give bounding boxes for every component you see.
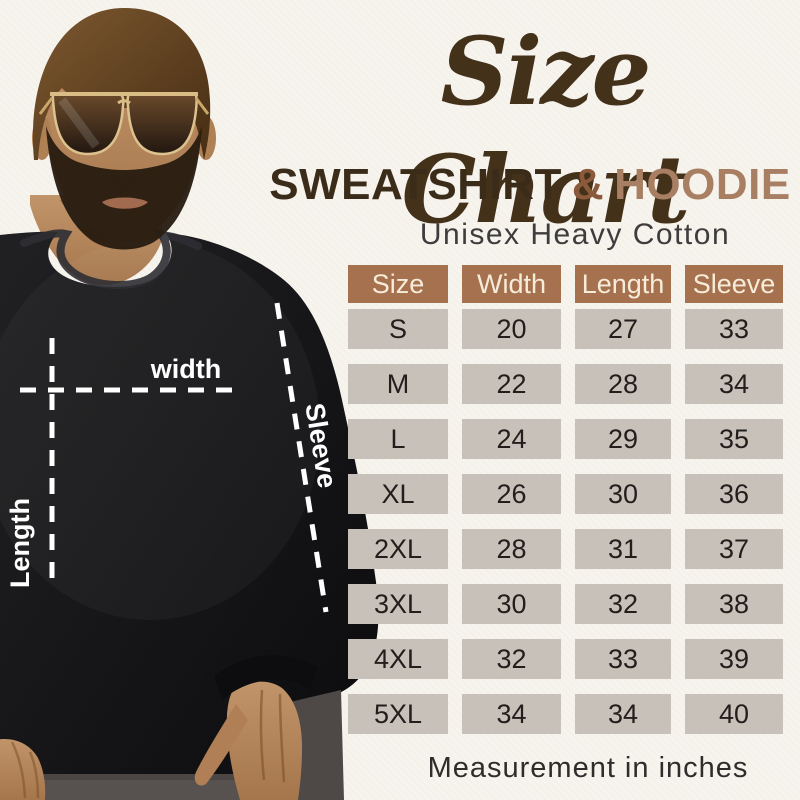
sleeve-line xyxy=(274,302,329,613)
beard-shape xyxy=(46,126,202,250)
value-cell: 30 xyxy=(575,474,671,514)
size-table-body: S 20 27 33 M 22 28 34 L 24 29 35 XL 26 30 36 2XL 28 31 37 3X… xyxy=(348,309,783,734)
left-finger-gap-lines xyxy=(10,741,40,799)
width-label: width xyxy=(150,354,221,384)
size-cell: L xyxy=(348,419,448,459)
value-cell: 24 xyxy=(462,419,561,459)
product-subtitle: SWEATSHIRT & HOODIE xyxy=(240,160,800,210)
value-cell: 35 xyxy=(685,419,783,459)
size-cell: 5XL xyxy=(348,694,448,734)
hem-shadow xyxy=(0,774,342,780)
column-header-width: Width xyxy=(462,265,561,303)
value-cell: 20 xyxy=(462,309,561,349)
value-cell: 27 xyxy=(575,309,671,349)
value-cell: 22 xyxy=(462,364,561,404)
value-cell: 33 xyxy=(575,639,671,679)
hair-shape xyxy=(32,8,211,160)
value-cell: 32 xyxy=(462,639,561,679)
value-cell: 39 xyxy=(685,639,783,679)
index-finger-shape xyxy=(194,704,248,786)
right-hand-shape xyxy=(226,681,302,800)
sunglasses-icon xyxy=(38,92,210,156)
measurement-note: Measurement in inches xyxy=(427,752,749,784)
value-cell: 31 xyxy=(575,529,671,569)
value-cell: 40 xyxy=(685,694,783,734)
size-cell: S xyxy=(348,309,448,349)
size-cell: 4XL xyxy=(348,639,448,679)
size-cell: 3XL xyxy=(348,584,448,624)
size-cell: M xyxy=(348,364,448,404)
size-cell: XL xyxy=(348,474,448,514)
sleeve-cuff-shape xyxy=(214,655,318,700)
collar-shape xyxy=(20,229,202,289)
column-header-length: Length xyxy=(575,265,671,303)
value-cell: 30 xyxy=(462,584,561,624)
value-cell: 37 xyxy=(685,529,783,569)
value-cell: 36 xyxy=(685,474,783,514)
finger-gap-lines xyxy=(259,689,286,783)
size-table-header-row: Size Width Length Sleeve xyxy=(348,265,783,303)
material-tagline: Unisex Heavy Cotton xyxy=(419,218,731,251)
value-cell: 26 xyxy=(462,474,561,514)
column-header-size: Size xyxy=(348,265,448,303)
value-cell: 34 xyxy=(685,364,783,404)
value-cell: 28 xyxy=(575,364,671,404)
size-table: Size Width Length Sleeve S 20 27 33 M 22 28 34 L 24 2… xyxy=(348,265,783,734)
value-cell: 34 xyxy=(575,694,671,734)
size-cell: 2XL xyxy=(348,529,448,569)
value-cell: 29 xyxy=(575,419,671,459)
column-header-sleeve: Sleeve xyxy=(685,265,783,303)
value-cell: 34 xyxy=(462,694,561,734)
page-title: Size Chart xyxy=(401,17,690,245)
value-cell: 33 xyxy=(685,309,783,349)
length-label: Length xyxy=(5,498,35,588)
subtitle-ampersand: & xyxy=(571,160,605,209)
subtitle-hoodie: HOODIE xyxy=(614,160,791,209)
value-cell: 32 xyxy=(575,584,671,624)
lips-shape xyxy=(102,197,148,209)
value-cell: 38 xyxy=(685,584,783,624)
subtitle-sweatshirt: SWEATSHIRT xyxy=(269,160,562,209)
value-cell: 28 xyxy=(462,529,561,569)
